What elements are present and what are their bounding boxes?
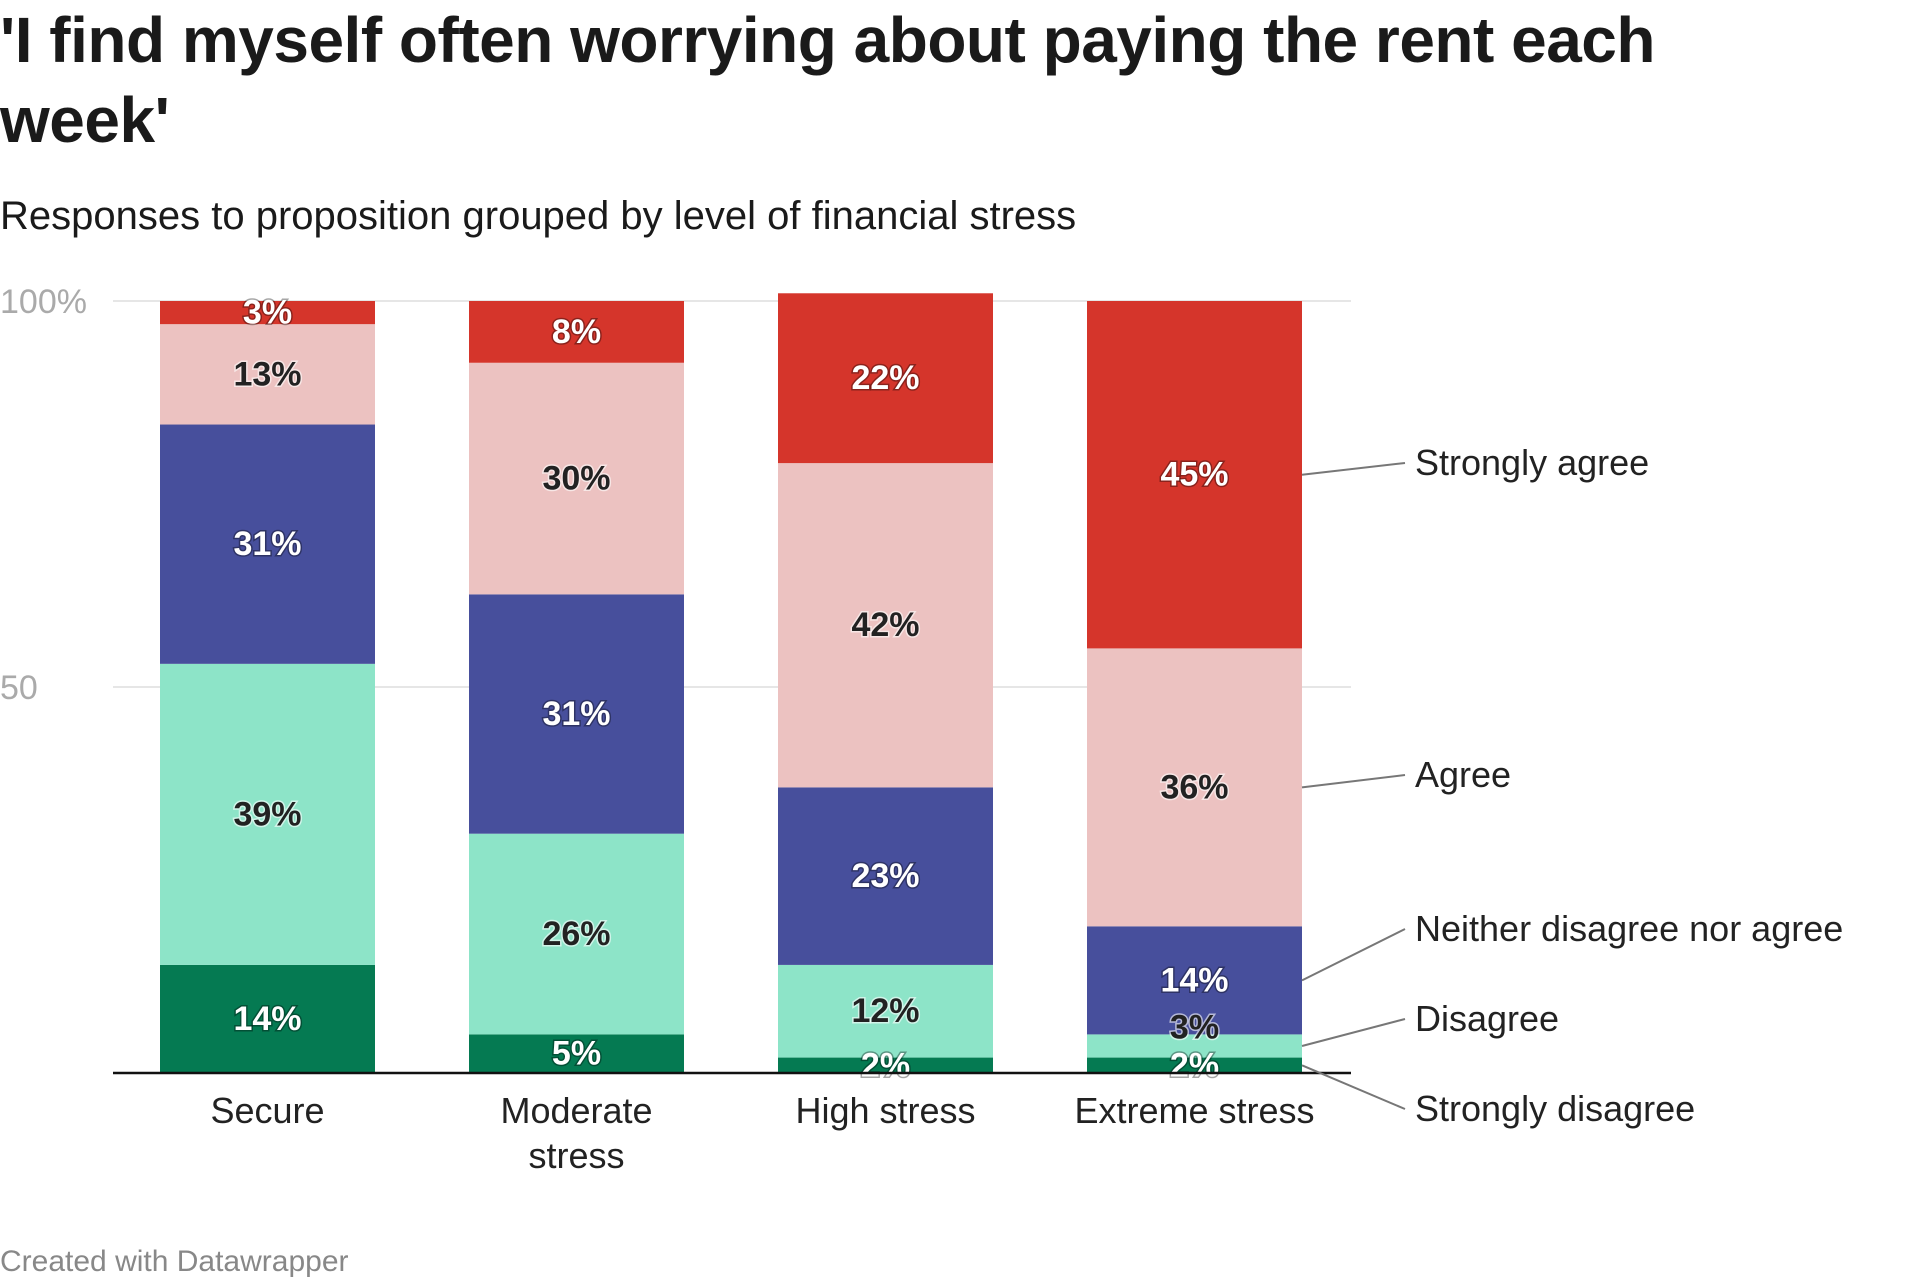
legend-leader-line [1301, 462, 1406, 476]
bar-segment [778, 1057, 993, 1073]
legend-leader-line [1301, 774, 1406, 789]
data-label: 22% [851, 359, 919, 397]
data-label: 2% [1170, 1046, 1219, 1084]
data-label: 39% [233, 795, 301, 833]
data-label: 23% [851, 857, 919, 895]
bar-segment [778, 964, 993, 1058]
data-label: 26% [542, 915, 610, 953]
bar-segment [160, 663, 375, 965]
data-label: 12% [851, 992, 919, 1030]
bar-segment [469, 362, 684, 595]
data-label: 42% [851, 606, 919, 644]
category-label: Moderate [500, 1090, 652, 1131]
bar-segment [778, 293, 993, 464]
data-label: 3% [1170, 1008, 1219, 1046]
y-tick-label: 50 [0, 669, 38, 707]
bar-segment [1087, 1057, 1302, 1073]
bar-segment [160, 424, 375, 664]
data-label: 2% [861, 1046, 910, 1084]
bar-segment [469, 301, 684, 363]
legend-leader-line [1301, 1018, 1406, 1047]
data-label: 14% [233, 1000, 301, 1038]
data-label: 8% [552, 313, 601, 351]
legend-label: Strongly agree [1415, 442, 1649, 483]
legend-label: Neither disagree nor agree [1415, 908, 1843, 949]
bar-segment [1087, 648, 1302, 927]
credit-footer: Created with Datawrapper [0, 1245, 349, 1278]
bar-segment [778, 463, 993, 788]
bar-segment [160, 964, 375, 1073]
bar-segment [469, 594, 684, 834]
bar-segment [1087, 926, 1302, 1035]
legend-label: Agree [1415, 754, 1511, 795]
legend-leader-line [1301, 1064, 1406, 1110]
data-label: 3% [243, 294, 292, 332]
data-label: 45% [1160, 456, 1228, 494]
data-label: 14% [1160, 961, 1228, 999]
legend-label: Disagree [1415, 998, 1559, 1039]
data-label: 31% [542, 695, 610, 733]
bar-segment [160, 301, 375, 325]
data-label: 13% [233, 355, 301, 393]
category-label: Extreme stress [1074, 1090, 1314, 1131]
legend-label: Strongly disagree [1415, 1088, 1695, 1129]
data-label: 36% [1160, 768, 1228, 806]
category-label: Secure [210, 1090, 324, 1131]
bar-segment [1087, 1034, 1302, 1058]
chart-subtitle: Responses to proposition grouped by leve… [0, 194, 1077, 238]
data-label: 30% [542, 460, 610, 498]
category-label: High stress [795, 1090, 975, 1131]
data-label: 31% [233, 525, 301, 563]
bar-segment [469, 833, 684, 1035]
bar-segment [1087, 301, 1302, 649]
y-tick-label: 100% [0, 283, 87, 321]
bar-segment [469, 1034, 684, 1073]
bar-segment [778, 787, 993, 965]
data-label: 5% [552, 1035, 601, 1073]
bar-segment [160, 324, 375, 425]
legend-leader-line [1301, 928, 1406, 982]
chart-title: 'I find myself often worrying about payi… [0, 4, 1655, 156]
category-label: stress [528, 1135, 624, 1176]
